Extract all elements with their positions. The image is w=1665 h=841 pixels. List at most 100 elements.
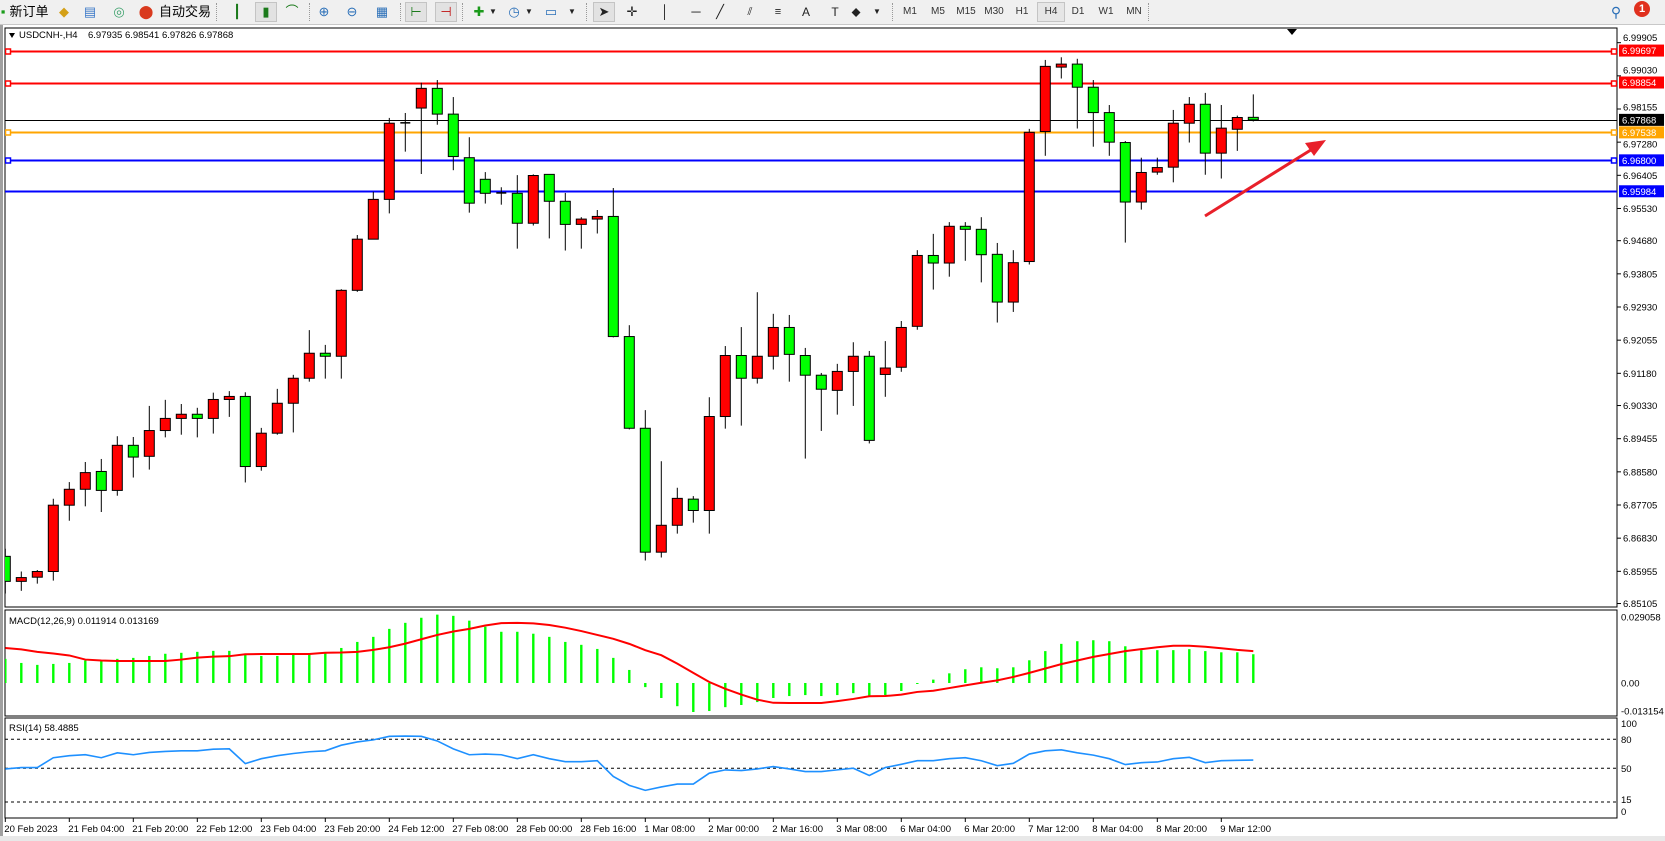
symbol-dropdown-icon[interactable] xyxy=(9,33,15,38)
macd-histogram-bar xyxy=(356,641,359,683)
level-anchor-handle[interactable] xyxy=(5,48,12,55)
candle xyxy=(335,289,347,379)
market-watch-icon[interactable]: ◆ xyxy=(59,4,69,19)
candle xyxy=(127,436,139,478)
timeframe-w1[interactable]: W1 xyxy=(1098,6,1114,17)
cursor-icon[interactable]: ➤ xyxy=(593,2,615,22)
candle xyxy=(767,313,779,370)
auto-scroll-icon[interactable]: ⊣ xyxy=(435,2,457,22)
tile-windows-icon[interactable]: ▦ xyxy=(375,4,389,19)
level-anchor-handle[interactable] xyxy=(5,129,12,136)
trend-arrow[interactable] xyxy=(1204,140,1326,218)
macd-histogram-bar xyxy=(1252,654,1255,683)
toolbar-separator xyxy=(462,3,464,21)
horizontal-levels[interactable] xyxy=(5,48,1617,193)
timeframe-h1[interactable]: H1 xyxy=(1015,6,1029,17)
chart-shift-marker-icon[interactable] xyxy=(1287,29,1297,35)
time-label: 24 Feb 12:00 xyxy=(388,824,444,835)
candle xyxy=(959,222,971,261)
level-price-tag xyxy=(1619,126,1664,139)
new-order-icon[interactable]: ▪ xyxy=(0,4,6,19)
level-price-label: 6.97868 xyxy=(1622,115,1656,126)
timeframe-m1[interactable]: M1 xyxy=(903,6,917,17)
macd-histogram-bar xyxy=(1204,651,1207,683)
indicators-icon[interactable]: ✚ xyxy=(473,4,485,19)
line-chart-icon[interactable]: ⌒ xyxy=(285,4,299,19)
time-label: 28 Feb 00:00 xyxy=(516,824,572,835)
timeframe-d1[interactable]: D1 xyxy=(1071,6,1085,17)
macd-histogram-bar xyxy=(1188,649,1191,683)
horizontal-line-icon[interactable]: ─ xyxy=(691,4,701,19)
level-anchor-handle[interactable] xyxy=(1610,48,1617,55)
level-anchor-handle[interactable] xyxy=(5,80,12,87)
chevron-down-icon[interactable]: ▼ xyxy=(489,7,497,16)
chevron-down-icon[interactable]: ▼ xyxy=(568,7,576,16)
trendline-icon[interactable]: ╱ xyxy=(716,4,724,19)
candlestick-chart-icon[interactable]: ▮ xyxy=(255,2,277,22)
macd-histogram-bar xyxy=(340,647,343,683)
candle xyxy=(95,458,107,513)
level-anchor-handle[interactable] xyxy=(5,157,12,164)
periods-clock-icon[interactable]: ◷ xyxy=(508,4,520,19)
vertical-line-icon[interactable]: │ xyxy=(660,4,670,19)
candle-body xyxy=(639,427,651,553)
toolbar-separator xyxy=(586,3,588,21)
chevron-down-icon[interactable]: ▼ xyxy=(525,7,533,16)
timeframe-mn[interactable]: MN xyxy=(1126,6,1142,17)
timeframe-m30[interactable]: M30 xyxy=(984,6,1004,17)
macd-histogram-bar xyxy=(196,651,199,683)
level-price-labels: 6.99697 6.98854 6.97868 6.97538 6.96800 6.959… xyxy=(1619,44,1664,198)
macd-histogram-bar xyxy=(548,636,551,683)
level-anchor-handle[interactable] xyxy=(1610,157,1617,164)
macd-histogram-bar xyxy=(132,657,135,683)
candle-body xyxy=(47,504,59,573)
candle xyxy=(991,242,1003,323)
zoom-in-icon[interactable]: ⊕ xyxy=(318,4,330,19)
auto-trading-icon[interactable]: ⬤ xyxy=(138,4,154,19)
candle-body xyxy=(783,326,795,355)
candle xyxy=(751,292,763,384)
macd-histogram-bar xyxy=(884,683,887,696)
macd-histogram-bar xyxy=(468,620,471,683)
fibonacci-icon[interactable]: ≡ xyxy=(774,6,782,18)
arrow-line[interactable] xyxy=(1204,146,1315,218)
auto-trading-button[interactable]: 自动交易 xyxy=(158,4,211,19)
macd-histogram-bar xyxy=(1172,650,1175,683)
timeframe-m5[interactable]: M5 xyxy=(931,6,945,17)
macd-histogram-bar xyxy=(388,628,391,683)
macd-histogram-bar xyxy=(708,683,711,712)
candle-body xyxy=(143,430,155,457)
candle xyxy=(863,350,875,444)
search-icon[interactable]: ⚲ xyxy=(1610,4,1622,20)
price-tick-label: 6.94680 xyxy=(1623,236,1657,247)
candle-body xyxy=(31,571,43,578)
timeframe-h4[interactable]: H4 xyxy=(1037,2,1065,22)
timeframe-m15[interactable]: M15 xyxy=(956,6,976,17)
text-icon[interactable]: A xyxy=(801,5,810,19)
level-anchor-handle[interactable] xyxy=(1610,80,1617,87)
crosshair-icon[interactable]: ✛ xyxy=(626,4,638,19)
signals-icon[interactable]: ◎ xyxy=(113,4,125,19)
text-label-icon[interactable]: T xyxy=(831,5,839,19)
price-tick-label: 6.85105 xyxy=(1623,599,1657,610)
navigator-icon[interactable]: ▤ xyxy=(83,4,97,19)
templates-icon[interactable]: ▭ xyxy=(544,4,558,19)
notification-badge[interactable]: 1 xyxy=(1634,1,1650,17)
bar-chart-icon[interactable]: ┃ xyxy=(233,4,241,19)
macd-histogram-bar xyxy=(116,658,119,683)
new-order-button[interactable]: 新订单 xyxy=(9,4,49,19)
arrows-icon[interactable]: ⬥ xyxy=(851,4,861,19)
candle xyxy=(496,187,507,205)
candle-body xyxy=(431,87,443,115)
candle xyxy=(735,327,747,426)
toolbar: ▪ 新订单 ◆ ▤ ◎ ⬤ 自动交易 ┃ ▮ ⌒ ⊕ ⊖ ▦ ⊢ ⊣ ✚ ▼ ◷… xyxy=(0,0,1665,25)
chevron-down-icon[interactable]: ▼ xyxy=(873,7,881,16)
zoom-out-icon[interactable]: ⊖ xyxy=(346,4,358,19)
candle-body xyxy=(991,253,1003,303)
level-anchor-handle[interactable] xyxy=(1610,129,1617,136)
equidistant-channel-icon[interactable]: ⫽ xyxy=(747,6,753,18)
candle xyxy=(431,80,443,125)
chart-shift-icon[interactable]: ⊢ xyxy=(405,2,427,22)
macd-histogram-bar xyxy=(1220,652,1223,683)
